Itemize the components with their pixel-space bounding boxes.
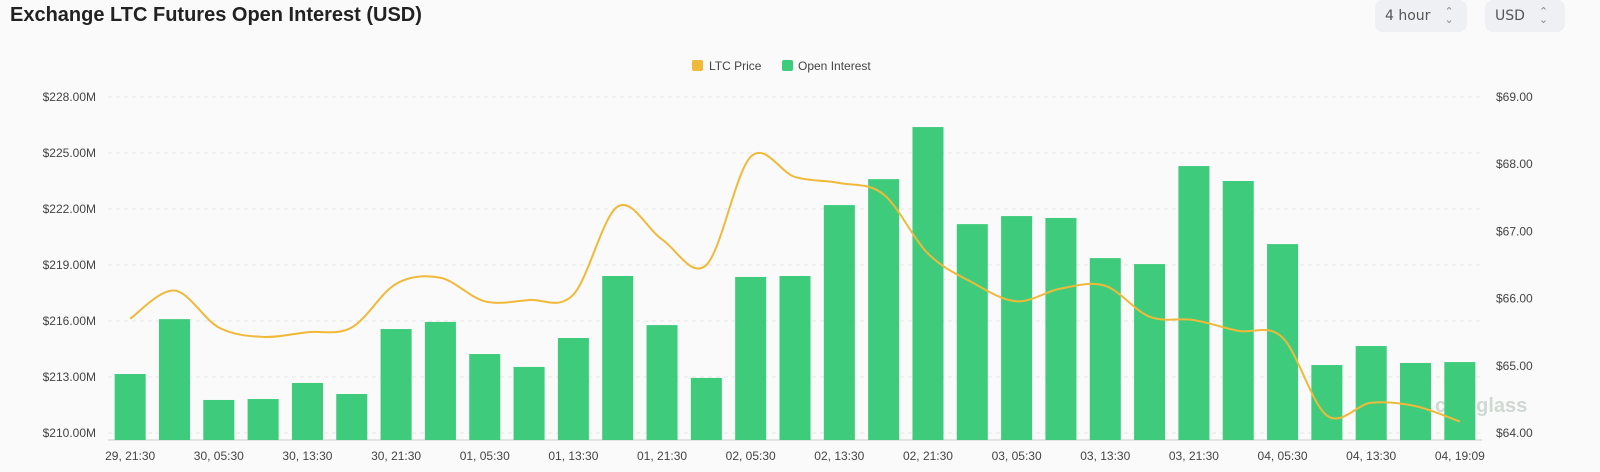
x-tick: 30, 05:30 bbox=[194, 449, 244, 463]
y-left-tick: $213.00M bbox=[43, 370, 96, 384]
oi-bar[interactable] bbox=[247, 399, 279, 440]
y-left-tick: $225.00M bbox=[43, 146, 96, 160]
page-title: Exchange LTC Futures Open Interest (USD) bbox=[10, 4, 422, 26]
oi-bar[interactable] bbox=[1178, 166, 1210, 441]
x-tick: 03, 21:30 bbox=[1169, 449, 1219, 463]
oi-bar[interactable] bbox=[424, 321, 456, 440]
x-tick: 02, 05:30 bbox=[726, 449, 776, 463]
interval-select[interactable]: 4 hour ⌃ ⌄ bbox=[1375, 0, 1467, 32]
y-left-tick: $228.00M bbox=[43, 90, 96, 104]
legend-ltc-price[interactable]: LTC Price bbox=[709, 59, 762, 73]
oi-bar[interactable] bbox=[1134, 264, 1166, 440]
oi-bar[interactable] bbox=[779, 276, 811, 440]
interval-value: 4 hour bbox=[1385, 8, 1431, 24]
y-left-tick: $210.00M bbox=[43, 426, 96, 440]
oi-bar[interactable] bbox=[956, 224, 988, 440]
oi-bar[interactable] bbox=[690, 377, 722, 440]
x-tick: 03, 05:30 bbox=[992, 449, 1042, 463]
oi-bar[interactable] bbox=[1400, 363, 1432, 440]
oi-bar[interactable] bbox=[1001, 216, 1033, 440]
x-tick: 01, 05:30 bbox=[460, 449, 510, 463]
oi-bar[interactable] bbox=[868, 179, 900, 440]
x-tick: 01, 13:30 bbox=[548, 449, 598, 463]
oi-bar[interactable] bbox=[557, 337, 589, 440]
y-left-tick: $219.00M bbox=[43, 258, 96, 272]
chevron-updown-icon: ⌃ ⌄ bbox=[1538, 5, 1549, 26]
y-right-tick: $66.00 bbox=[1496, 292, 1533, 306]
x-tick: 03, 13:30 bbox=[1080, 449, 1130, 463]
oi-bar[interactable] bbox=[158, 319, 190, 440]
x-tick: 29, 21:30 bbox=[105, 449, 155, 463]
x-tick: 02, 13:30 bbox=[814, 449, 864, 463]
oi-bar[interactable] bbox=[823, 205, 855, 440]
x-tick: 04, 13:30 bbox=[1346, 449, 1396, 463]
oi-bar[interactable] bbox=[1222, 181, 1254, 440]
oi-bar[interactable] bbox=[114, 374, 146, 440]
oi-bar[interactable] bbox=[336, 393, 368, 440]
oi-bar[interactable] bbox=[380, 329, 412, 440]
legend: LTC Price Open Interest bbox=[692, 59, 871, 73]
legend-swatch-open-interest bbox=[782, 60, 793, 71]
oi-bar[interactable] bbox=[469, 354, 501, 440]
currency-value: USD bbox=[1495, 8, 1525, 24]
y-right-tick: $69.00 bbox=[1496, 90, 1533, 104]
chevron-updown-icon: ⌃ ⌄ bbox=[1444, 5, 1454, 26]
y-right-tick: $65.00 bbox=[1496, 359, 1533, 373]
x-tick: 02, 21:30 bbox=[903, 449, 953, 463]
oi-bar[interactable] bbox=[1355, 346, 1387, 440]
y-right-tick: $64.00 bbox=[1496, 426, 1533, 440]
oi-bar[interactable] bbox=[1045, 217, 1077, 440]
x-tick: 04, 19:09 bbox=[1435, 449, 1485, 463]
oi-bar[interactable] bbox=[1444, 362, 1476, 440]
y-right-tick: $68.00 bbox=[1496, 157, 1533, 171]
oi-bar[interactable] bbox=[735, 276, 767, 440]
x-tick: 04, 05:30 bbox=[1258, 449, 1308, 463]
x-tick: 30, 21:30 bbox=[371, 449, 421, 463]
legend-swatch-ltc-price bbox=[692, 60, 703, 71]
y-left-tick: $216.00M bbox=[43, 314, 96, 328]
x-tick: 30, 13:30 bbox=[282, 449, 332, 463]
ltc-price-line[interactable] bbox=[129, 151, 1461, 423]
y-right-tick: $67.00 bbox=[1496, 224, 1533, 238]
oi-bar[interactable] bbox=[291, 382, 323, 440]
oi-bar[interactable] bbox=[646, 325, 678, 440]
legend-open-interest[interactable]: Open Interest bbox=[798, 59, 871, 73]
oi-bar[interactable] bbox=[912, 127, 944, 440]
oi-bar[interactable] bbox=[602, 276, 634, 440]
y-left-tick: $222.00M bbox=[43, 202, 96, 216]
oi-bar[interactable] bbox=[203, 399, 235, 440]
x-tick: 01, 21:30 bbox=[637, 449, 687, 463]
oi-bar[interactable] bbox=[1089, 258, 1121, 440]
oi-bar[interactable] bbox=[513, 366, 545, 440]
oi-bar[interactable] bbox=[1267, 244, 1299, 440]
currency-select[interactable]: USD ⌃ ⌄ bbox=[1485, 0, 1565, 32]
